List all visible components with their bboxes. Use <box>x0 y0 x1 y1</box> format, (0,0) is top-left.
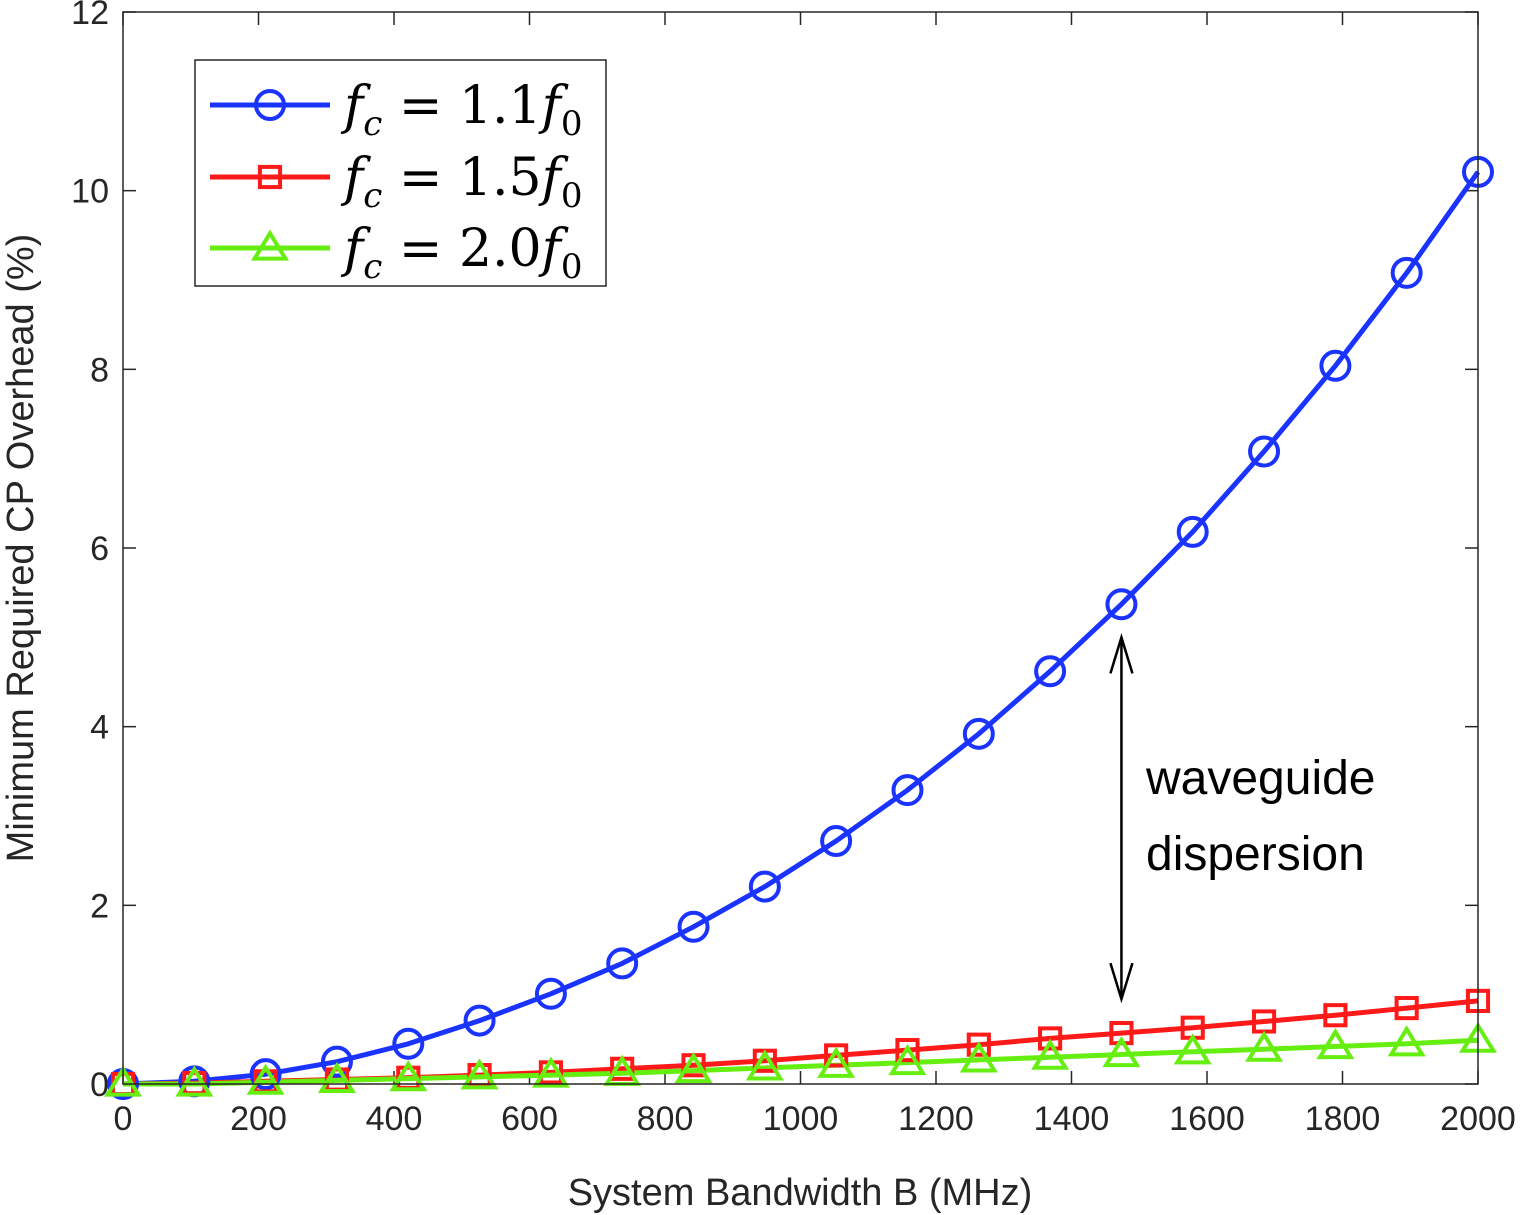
legend-marker-2 <box>251 229 289 261</box>
series-2-point-0 <box>104 1065 142 1097</box>
series-0-point-15 <box>1176 515 1209 548</box>
series-2-point-4 <box>389 1060 428 1092</box>
y-tick-label-1: 2 <box>90 887 109 925</box>
series-2-point-3 <box>317 1061 356 1094</box>
annotation-text-line-2: dispersion <box>1146 828 1365 881</box>
series-0-point-4 <box>392 1027 425 1060</box>
series-layer <box>104 155 1497 1100</box>
annotation-arrow-head-bottom <box>1109 962 1134 1004</box>
series-2-point-15 <box>1173 1033 1212 1065</box>
x-tick-label-1: 200 <box>230 1100 287 1138</box>
series-0-point-12 <box>962 717 995 750</box>
series-2-point-1 <box>175 1065 214 1097</box>
series-2-point-11 <box>888 1044 927 1076</box>
series-0-point-18 <box>1390 256 1423 289</box>
x-tick-label-7: 1400 <box>1034 1100 1110 1138</box>
series-2-point-8 <box>674 1052 713 1084</box>
series-0-point-3 <box>320 1045 353 1078</box>
series-0-point-8 <box>677 910 710 943</box>
series-1-point-13 <box>1038 1026 1063 1051</box>
series-2-point-10 <box>817 1046 856 1078</box>
ticks: 0 200 400 600 800 1000 1200 1400 1600 1800 2000 0 2 4… <box>71 0 1516 1138</box>
legend-marker-0 <box>254 89 286 121</box>
series-0-point-10 <box>820 825 853 858</box>
series-2-point-14 <box>1102 1035 1141 1068</box>
annotation-arrow-head-top <box>1109 633 1134 674</box>
series-0-point-7 <box>606 947 639 980</box>
series-0-point-13 <box>1034 655 1067 688</box>
series-0-point-17 <box>1319 349 1352 382</box>
series-0-point-14 <box>1105 588 1138 621</box>
x-tick-label-3: 600 <box>501 1100 558 1138</box>
y-tick-label-6: 12 <box>71 0 109 32</box>
series-2-point-18 <box>1387 1025 1426 1057</box>
series-0-point-11 <box>891 774 924 807</box>
x-axis-label: System Bandwidth B (MHz) <box>568 1172 1033 1214</box>
series-markers-0 <box>107 155 1494 1100</box>
series-2-point-6 <box>531 1056 570 1088</box>
annotation-waveguide-dispersion: waveguide dispersion <box>1109 633 1376 1004</box>
series-1-point-12 <box>966 1032 991 1057</box>
series-2-point-17 <box>1316 1027 1355 1060</box>
x-tick-label-9: 1800 <box>1305 1100 1381 1138</box>
x-tick-label-0: 0 <box>114 1100 133 1138</box>
x-tick-label-6: 1200 <box>898 1100 974 1138</box>
y-axis-label: Minimum Required CP Overhead (%) <box>0 234 42 863</box>
series-0-point-2 <box>249 1058 282 1091</box>
annotation-text-line-1: waveguide <box>1145 752 1376 805</box>
series-0-point-16 <box>1248 435 1281 468</box>
series-2-point-2 <box>246 1063 285 1095</box>
y-tick-label-3: 6 <box>90 530 109 568</box>
y-tick-label-5: 10 <box>71 173 109 211</box>
legend-entry-1: fc = 1.5f0 <box>210 148 583 216</box>
series-2-point-13 <box>1031 1038 1070 1070</box>
series-2-point-9 <box>745 1049 784 1081</box>
y-tick-label-4: 8 <box>90 351 109 389</box>
legend-marker-1 <box>257 164 283 190</box>
x-tick-label-10: 2000 <box>1440 1100 1516 1138</box>
legend-label-0: fc = 1.1f0 <box>340 76 583 144</box>
y-tick-label-2: 4 <box>90 709 109 747</box>
x-tick-label-8: 1600 <box>1169 1100 1245 1138</box>
legend-entry-0: fc = 1.1f0 <box>210 76 583 144</box>
series-2-point-12 <box>959 1041 998 1073</box>
series-1-point-10 <box>824 1043 849 1068</box>
series-2-point-16 <box>1245 1030 1284 1062</box>
y-tick-label-0: 0 <box>90 1066 109 1104</box>
x-tick-label-4: 800 <box>637 1100 694 1138</box>
series-2-point-5 <box>460 1058 499 1090</box>
series-1-point-11 <box>895 1037 920 1063</box>
series-0-point-6 <box>534 977 567 1010</box>
legend-entry-2: fc = 2.0f0 <box>210 219 583 287</box>
x-tick-label-2: 400 <box>366 1100 423 1138</box>
series-1-point-18 <box>1394 995 1419 1021</box>
plot-frame <box>122 11 1479 1085</box>
series-0-point-5 <box>463 1004 496 1037</box>
series-1-point-17 <box>1323 1003 1348 1028</box>
legend-label-2: fc = 2.0f0 <box>340 219 583 287</box>
legend-label-1: fc = 1.5f0 <box>340 148 583 216</box>
x-tick-label-5: 1000 <box>763 1100 839 1138</box>
series-0-point-9 <box>748 870 781 903</box>
series-markers-2 <box>104 1021 1497 1097</box>
